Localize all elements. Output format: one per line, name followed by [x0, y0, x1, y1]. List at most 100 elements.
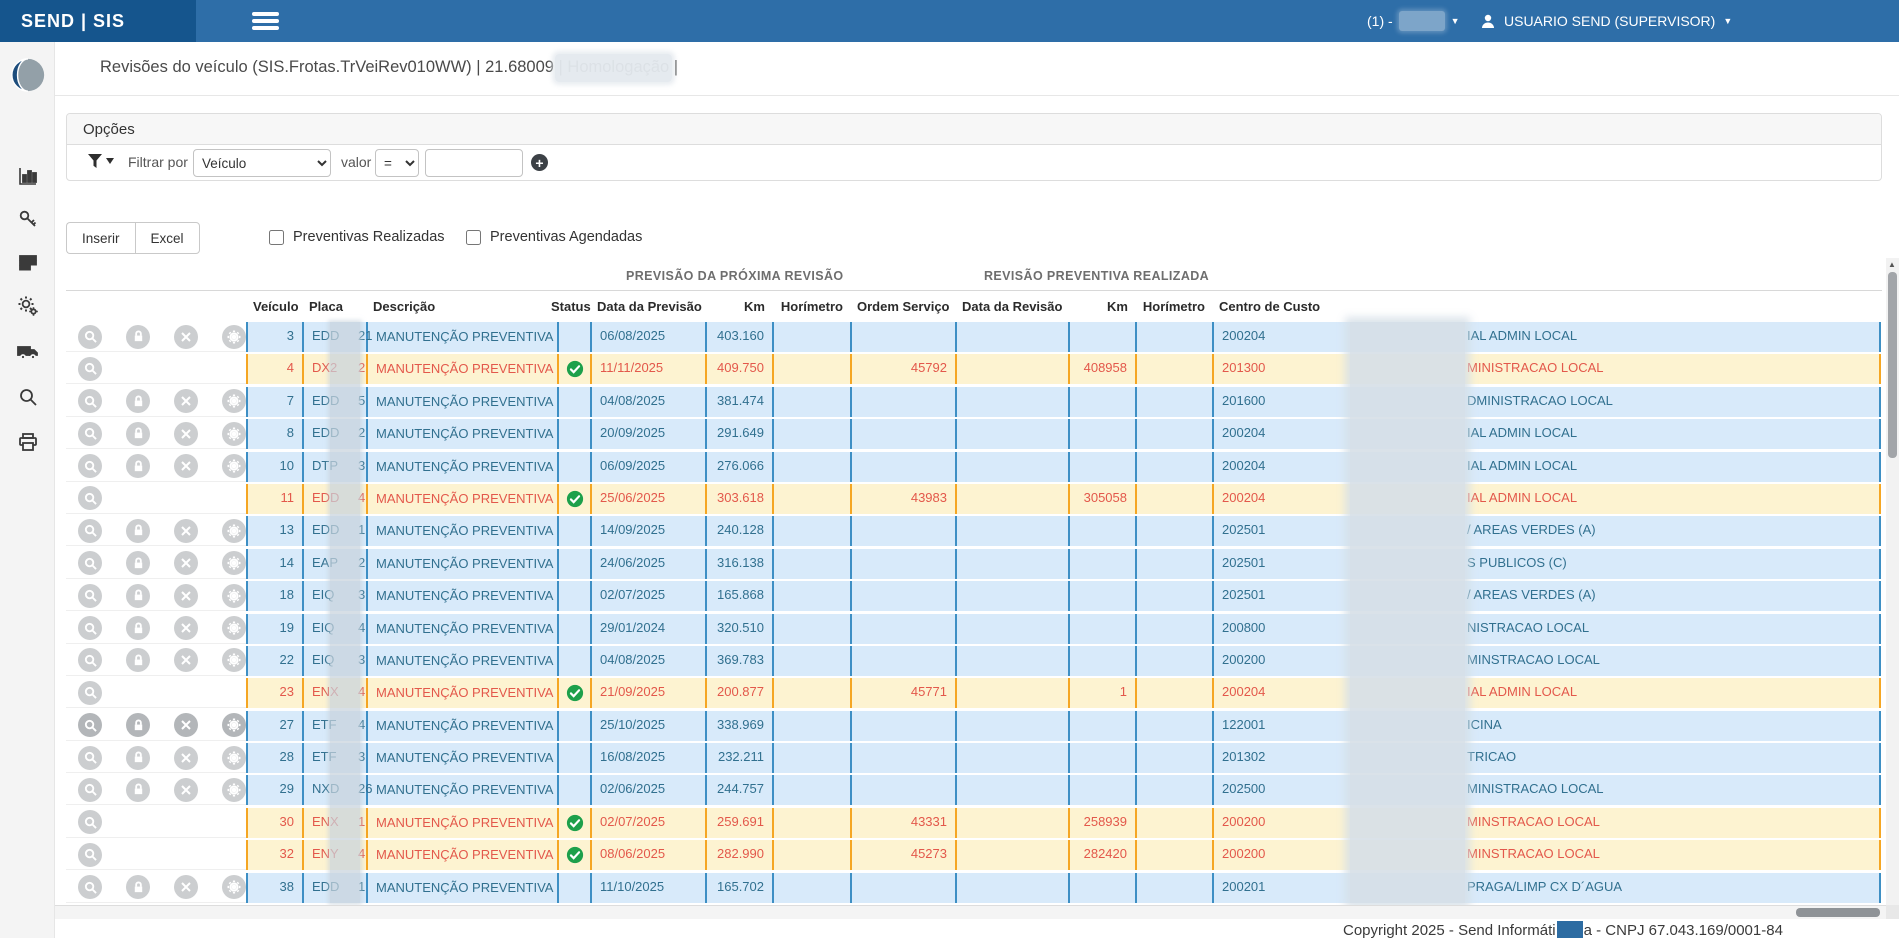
delete-row-button[interactable] — [174, 746, 198, 770]
delete-row-button[interactable] — [174, 389, 198, 413]
row-settings-button[interactable] — [222, 454, 246, 478]
view-row-button[interactable] — [78, 713, 102, 737]
menu-toggle-icon[interactable] — [252, 12, 279, 30]
row-settings-button[interactable] — [222, 746, 246, 770]
row-settings-button[interactable] — [222, 648, 246, 672]
horizontal-scrollbar[interactable] — [55, 905, 1886, 919]
environment-selector[interactable]: (1) - ▼ — [1367, 0, 1460, 42]
table-row[interactable]: 32 ENY4 MANUTENÇÃO PREVENTIVA 08/06/2025… — [66, 840, 1882, 870]
table-row[interactable]: 11 EDD4 MANUTENÇÃO PREVENTIVA 25/06/2025… — [66, 484, 1882, 514]
table-row[interactable]: 18 EIQ3 MANUTENÇÃO PREVENTIVA 02/07/2025… — [66, 581, 1882, 611]
row-settings-button[interactable] — [222, 325, 246, 349]
view-row-button[interactable] — [78, 551, 102, 575]
lock-row-button[interactable] — [126, 325, 150, 349]
row-settings-button[interactable] — [222, 616, 246, 640]
delete-row-button[interactable] — [174, 551, 198, 575]
sidebar-item-settings[interactable] — [16, 294, 40, 318]
table-row[interactable]: 4 DX22 MANUTENÇÃO PREVENTIVA 11/11/2025 … — [66, 354, 1882, 384]
row-settings-button[interactable] — [222, 875, 246, 899]
row-settings-button[interactable] — [222, 551, 246, 575]
sidebar-item-print[interactable] — [16, 430, 40, 454]
delete-row-button[interactable] — [174, 454, 198, 478]
filter-funnel-button[interactable] — [87, 153, 114, 169]
delete-row-button[interactable] — [174, 519, 198, 543]
row-settings-button[interactable] — [222, 519, 246, 543]
view-row-button[interactable] — [78, 616, 102, 640]
lock-row-button[interactable] — [126, 778, 150, 802]
view-row-button[interactable] — [78, 810, 102, 834]
view-row-button[interactable] — [78, 648, 102, 672]
lock-row-button[interactable] — [126, 616, 150, 640]
delete-row-button[interactable] — [174, 584, 198, 608]
view-row-button[interactable] — [78, 843, 102, 867]
lock-row-button[interactable] — [126, 584, 150, 608]
row-settings-button[interactable] — [222, 713, 246, 737]
view-row-button[interactable] — [78, 389, 102, 413]
table-row[interactable]: 7 EDD5 MANUTENÇÃO PREVENTIVA 04/08/2025 … — [66, 387, 1882, 417]
row-settings-button[interactable] — [222, 422, 246, 446]
excel-export-button[interactable]: Excel — [135, 222, 200, 254]
lock-row-button[interactable] — [126, 746, 150, 770]
insert-button[interactable]: Inserir — [66, 222, 135, 254]
delete-row-button[interactable] — [174, 616, 198, 640]
delete-row-button[interactable] — [174, 325, 198, 349]
checkbox-preventivas-agendadas[interactable]: Preventivas Agendadas — [466, 229, 642, 245]
view-row-button[interactable] — [78, 325, 102, 349]
table-row[interactable]: 30 ENX1 MANUTENÇÃO PREVENTIVA 02/07/2025… — [66, 808, 1882, 838]
horizontal-scrollbar-thumb[interactable] — [1796, 908, 1880, 917]
row-settings-button[interactable] — [222, 778, 246, 802]
delete-row-button[interactable] — [174, 648, 198, 672]
row-settings-button[interactable] — [222, 584, 246, 608]
view-row-button[interactable] — [78, 778, 102, 802]
table-row[interactable]: 22 EIQ3 MANUTENÇÃO PREVENTIVA 04/08/2025… — [66, 646, 1882, 676]
filter-value-input[interactable] — [425, 149, 523, 177]
add-filter-button[interactable]: + — [531, 154, 548, 171]
view-row-button[interactable] — [78, 584, 102, 608]
view-row-button[interactable] — [78, 357, 102, 381]
delete-row-button[interactable] — [174, 713, 198, 737]
view-row-button[interactable] — [78, 681, 102, 705]
scroll-up-icon[interactable]: ▲ — [1888, 260, 1896, 269]
table-row[interactable]: 19 EIQ4 MANUTENÇÃO PREVENTIVA 29/01/2024… — [66, 614, 1882, 644]
vertical-scrollbar-thumb[interactable] — [1888, 272, 1897, 458]
view-row-button[interactable] — [78, 422, 102, 446]
delete-row-button[interactable] — [174, 875, 198, 899]
row-settings-button[interactable] — [222, 389, 246, 413]
user-menu[interactable]: USUARIO SEND (SUPERVISOR) ▼ — [1480, 0, 1732, 42]
vertical-scrollbar[interactable]: ▲ — [1886, 258, 1899, 905]
lock-row-button[interactable] — [126, 551, 150, 575]
preventivas-realizadas-checkbox[interactable] — [269, 230, 284, 245]
table-row[interactable]: 28 ETF3 MANUTENÇÃO PREVENTIVA 16/08/2025… — [66, 743, 1882, 773]
view-row-button[interactable] — [78, 486, 102, 510]
lock-row-button[interactable] — [126, 648, 150, 672]
view-row-button[interactable] — [78, 454, 102, 478]
operator-select[interactable]: = — [375, 149, 419, 177]
sidebar-item-access-keys[interactable] — [16, 207, 40, 231]
view-row-button[interactable] — [78, 746, 102, 770]
lock-row-button[interactable] — [126, 875, 150, 899]
lock-row-button[interactable] — [126, 454, 150, 478]
table-row[interactable]: 23 ENX4 MANUTENÇÃO PREVENTIVA 21/09/2025… — [66, 678, 1882, 708]
filter-field-select[interactable]: Veículo — [193, 149, 331, 177]
lock-row-button[interactable] — [126, 713, 150, 737]
sidebar-item-search[interactable] — [16, 385, 40, 409]
table-row[interactable]: 14 EAP2 MANUTENÇÃO PREVENTIVA 24/06/2025… — [66, 549, 1882, 579]
lock-row-button[interactable] — [126, 519, 150, 543]
table-row[interactable]: 27 ETF4 MANUTENÇÃO PREVENTIVA 25/10/2025… — [66, 711, 1882, 741]
lock-row-button[interactable] — [126, 422, 150, 446]
table-row[interactable]: 13 EDD1 MANUTENÇÃO PREVENTIVA 14/09/2025… — [66, 516, 1882, 546]
lock-row-button[interactable] — [126, 389, 150, 413]
sidebar-item-dashboard[interactable] — [16, 164, 40, 188]
view-row-button[interactable] — [78, 519, 102, 543]
sidebar-item-fleet[interactable] — [16, 340, 40, 364]
preventivas-agendadas-checkbox[interactable] — [466, 230, 481, 245]
view-row-button[interactable] — [78, 875, 102, 899]
table-row[interactable]: 10 DTP3 MANUTENÇÃO PREVENTIVA 06/09/2025… — [66, 452, 1882, 482]
table-row[interactable]: 38 EDD1 MANUTENÇÃO PREVENTIVA 11/10/2025… — [66, 873, 1882, 903]
delete-row-button[interactable] — [174, 778, 198, 802]
sidebar-item-records[interactable] — [16, 250, 40, 274]
checkbox-preventivas-realizadas[interactable]: Preventivas Realizadas — [269, 229, 445, 245]
delete-row-button[interactable] — [174, 422, 198, 446]
table-row[interactable]: 3 EDD21 MANUTENÇÃO PREVENTIVA 06/08/2025… — [66, 322, 1882, 352]
table-row[interactable]: 29 NXD26 MANUTENÇÃO PREVENTIVA 02/06/202… — [66, 775, 1882, 805]
